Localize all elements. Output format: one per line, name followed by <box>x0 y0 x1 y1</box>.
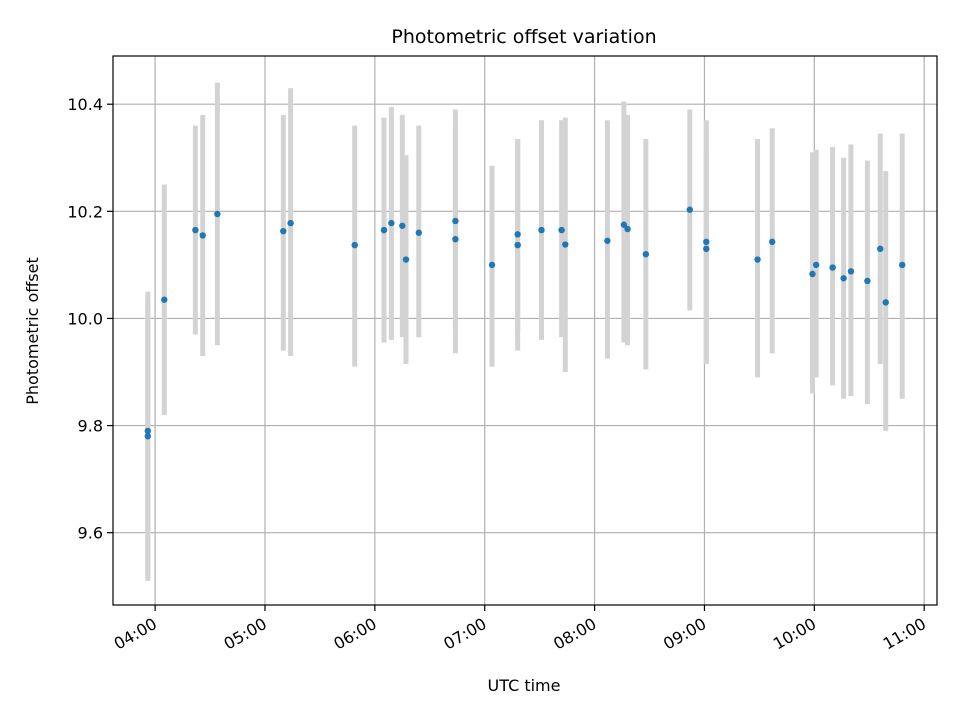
data-point <box>388 219 395 227</box>
data-points <box>144 206 906 440</box>
data-point <box>703 245 710 253</box>
y-tick-label: 10.0 <box>67 309 103 328</box>
data-point <box>488 261 496 269</box>
data-point <box>514 231 521 238</box>
data-point <box>882 299 889 306</box>
data-point <box>380 226 388 234</box>
y-axis-ticks: 9.6 9.8 10.0 10.2 10.4 <box>67 95 113 543</box>
data-point <box>452 217 459 225</box>
y-tick-label: 10.4 <box>67 95 103 114</box>
plot-frame <box>112 55 938 606</box>
data-point <box>538 226 545 234</box>
data-point <box>287 219 294 227</box>
data-point <box>144 433 151 440</box>
data-point <box>642 250 650 258</box>
chart-title: Photometric offset variation <box>391 26 656 48</box>
x-tick-label: 04:00 <box>111 614 160 654</box>
data-point <box>754 256 761 263</box>
data-point <box>809 270 816 278</box>
x-axis-label: UTC time <box>488 676 561 695</box>
data-point <box>415 229 422 236</box>
x-tick-label: 07:00 <box>440 614 489 654</box>
data-point <box>452 235 459 243</box>
y-tick-label: 10.2 <box>67 202 103 221</box>
data-point <box>686 206 693 213</box>
data-point <box>399 222 406 229</box>
data-point <box>812 261 820 269</box>
x-tick-label: 05:00 <box>221 614 270 654</box>
data-point <box>624 225 631 233</box>
data-point <box>402 256 410 263</box>
data-point <box>558 226 565 234</box>
data-point <box>877 245 884 253</box>
data-point <box>840 275 847 282</box>
x-tick-label: 11:00 <box>880 614 929 654</box>
data-point <box>864 277 871 285</box>
data-point <box>514 241 521 249</box>
data-point <box>847 268 855 275</box>
y-axis-label: Photometric offset <box>23 257 42 405</box>
data-point <box>161 296 168 303</box>
data-point <box>214 210 221 218</box>
data-point <box>192 226 199 234</box>
data-point <box>829 264 836 271</box>
data-point <box>604 237 611 244</box>
x-tick-label: 06:00 <box>330 614 379 654</box>
data-point <box>199 232 206 239</box>
y-tick-label: 9.6 <box>78 524 103 543</box>
y-tick-label: 9.8 <box>78 417 103 436</box>
data-point <box>562 241 569 248</box>
x-tick-label: 08:00 <box>550 614 599 654</box>
x-axis-ticks: 04:00 05:00 06:00 07:00 08:00 09:00 10:00 11:00 <box>111 605 929 654</box>
data-point <box>144 427 151 435</box>
data-point <box>280 227 287 235</box>
error-bars <box>145 82 905 581</box>
data-point <box>703 238 710 246</box>
data-point <box>899 261 906 269</box>
data-point <box>351 241 358 249</box>
data-point <box>620 221 628 228</box>
data-point <box>769 238 776 246</box>
x-tick-label: 09:00 <box>660 614 709 654</box>
x-tick-label: 10:00 <box>770 614 819 654</box>
